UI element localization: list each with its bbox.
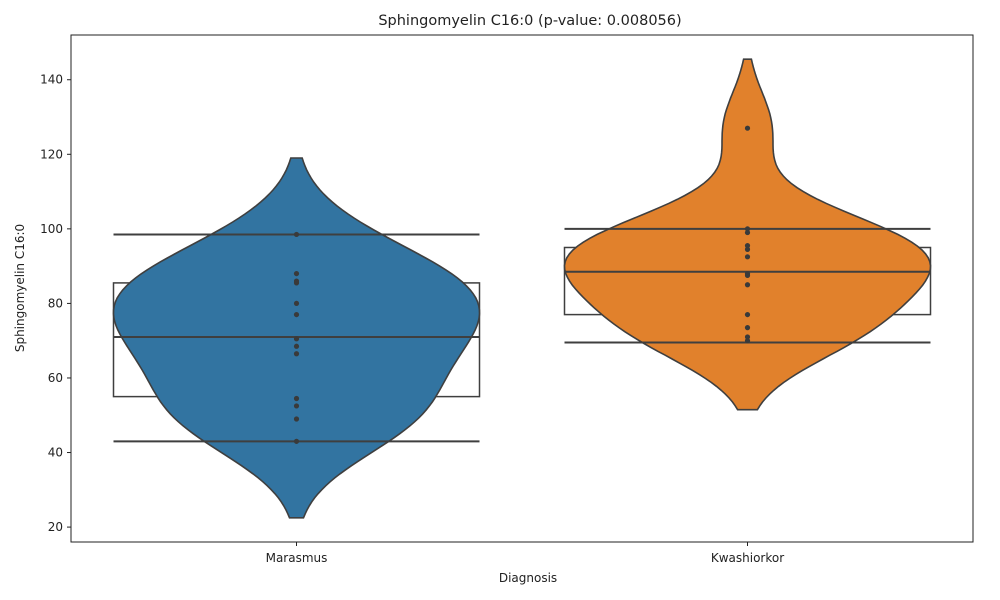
plot-area <box>112 58 932 519</box>
data-point-marasmus <box>293 231 300 238</box>
data-point-kwashiorkor <box>744 254 751 260</box>
data-point-kwashiorkor <box>744 229 751 236</box>
data-point-marasmus <box>293 416 300 422</box>
data-point-marasmus <box>293 395 300 402</box>
data-point-kwashiorkor <box>744 325 751 331</box>
data-point-marasmus <box>293 343 300 349</box>
data-point-kwashiorkor <box>744 338 751 344</box>
y-tick-label: 140 <box>40 73 63 87</box>
data-point-kwashiorkor <box>744 311 751 318</box>
y-tick-label: 80 <box>48 296 63 310</box>
chart-title: Sphingomyelin C16:0 (p-value: 0.008056) <box>378 13 681 29</box>
data-point-marasmus <box>293 311 300 318</box>
data-point-marasmus <box>293 351 300 357</box>
data-point-kwashiorkor <box>744 282 751 288</box>
y-axis-label: Sphingomyelin C16:0 <box>13 224 27 352</box>
data-point-kwashiorkor <box>744 125 751 131</box>
y-tick-label: 100 <box>40 222 63 236</box>
data-point-marasmus <box>293 300 300 307</box>
y-axis: 20 40 60 80 100 120 140 <box>40 73 71 534</box>
x-axis-label: Diagnosis <box>499 571 557 585</box>
plot-frame <box>70 34 974 543</box>
data-point-marasmus <box>293 336 300 342</box>
data-point-marasmus <box>293 278 300 284</box>
y-tick-label: 60 <box>48 371 63 385</box>
data-point-kwashiorkor <box>744 334 751 340</box>
x-axis: Marasmus Kwashiorkor <box>266 542 784 565</box>
data-point-kwashiorkor <box>744 270 751 277</box>
y-tick-label: 40 <box>48 446 63 460</box>
data-point-marasmus <box>293 403 300 409</box>
data-point-kwashiorkor <box>744 246 751 252</box>
y-tick-label: 20 <box>48 520 63 534</box>
y-tick-label: 120 <box>40 147 63 161</box>
x-tick-label: Kwashiorkor <box>711 551 784 565</box>
data-point-kwashiorkor <box>744 226 751 232</box>
data-point-marasmus <box>293 438 300 444</box>
x-tick-label: Marasmus <box>266 551 328 565</box>
data-point-marasmus <box>293 270 300 277</box>
data-point-kwashiorkor <box>744 243 751 249</box>
